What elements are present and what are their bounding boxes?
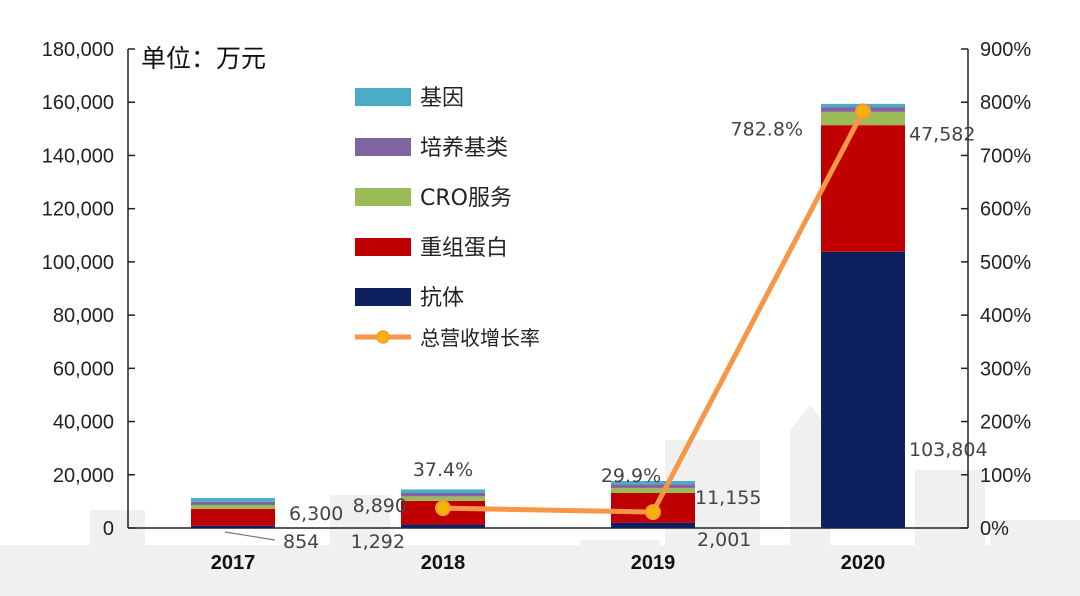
bar-segment-2017-CRO服务 xyxy=(191,504,275,509)
y-tick-label: 120,000 xyxy=(42,199,114,221)
y2-tick-label: 400% xyxy=(980,305,1031,327)
bar-segment-2020-重组蛋白 xyxy=(821,125,905,252)
x-tick-label: 2020 xyxy=(841,552,886,574)
legend-marker xyxy=(376,330,390,344)
y2-tick-label: 300% xyxy=(980,358,1031,380)
legend-swatch xyxy=(355,138,411,156)
x-ticks: 2017 2018 2019 2020 xyxy=(211,552,886,574)
x-tick-label: 2018 xyxy=(421,552,466,574)
stacked-bars xyxy=(191,103,905,528)
bar-segment-2018-基因 xyxy=(401,489,485,493)
y2-tick-label: 500% xyxy=(980,252,1031,274)
data-labels: 6,300 854 8,890 1,292 11,155 2,001 47,582 103,8… xyxy=(224,118,988,553)
legend-label: 基因 xyxy=(420,86,464,111)
bar-segment-2019-CRO服务 xyxy=(611,487,695,493)
y-tick-label: 180,000 xyxy=(42,39,114,61)
bar-segment-2019-抗体 xyxy=(611,522,695,528)
y2-tick-label: 800% xyxy=(980,92,1031,114)
growth-line xyxy=(435,103,871,521)
y-ticks-right: 0% 100% 200% 300% 400% 500% 600% 700% 800% 900% xyxy=(961,39,1031,540)
legend-label: CRO服务 xyxy=(420,186,512,211)
bar-segment-2019-培养基类 xyxy=(611,484,695,488)
bar-segment-2017-基因 xyxy=(191,498,275,502)
y2-tick-label: 200% xyxy=(980,412,1031,434)
legend-swatch xyxy=(355,88,411,106)
y-ticks-left: 0 20,000 40,000 60,000 80,000 100,000 120,000 1… xyxy=(42,39,135,540)
growth-point xyxy=(855,103,871,120)
legend-label: 总营收增长率 xyxy=(420,326,540,350)
y2-tick-label: 100% xyxy=(980,465,1031,487)
data-label: 8,890 xyxy=(353,495,407,517)
data-label: 2,001 xyxy=(697,529,751,551)
bar-segment-2018-CRO服务 xyxy=(401,496,485,501)
bar-segment-2017-抗体 xyxy=(191,525,275,528)
y-tick-label: 100,000 xyxy=(42,252,114,274)
y-tick-label: 80,000 xyxy=(53,305,114,327)
growth-point xyxy=(645,504,661,521)
bar-segment-2018-培养基类 xyxy=(401,492,485,497)
y-tick-label: 160,000 xyxy=(42,92,114,114)
data-label: 6,300 xyxy=(289,503,343,525)
legend-swatch xyxy=(355,288,411,306)
y2-tick-label: 900% xyxy=(980,39,1031,61)
legend-label: 抗体 xyxy=(420,286,464,311)
growth-label: 37.4% xyxy=(413,459,473,481)
y-tick-label: 40,000 xyxy=(53,412,114,434)
data-label: 854 xyxy=(283,531,319,553)
bar-segment-2019-基因 xyxy=(611,481,695,485)
data-label: 103,804 xyxy=(909,439,988,461)
growth-label: 782.8% xyxy=(731,118,803,140)
legend-swatch xyxy=(355,238,411,256)
y2-tick-label: 0% xyxy=(980,518,1009,540)
data-label: 1,292 xyxy=(351,531,405,553)
x-tick-label: 2017 xyxy=(211,552,256,574)
background-watermark xyxy=(0,405,1080,596)
growth-label: 29.9% xyxy=(601,465,661,487)
y-tick-label: 140,000 xyxy=(42,145,114,167)
y-tick-label: 60,000 xyxy=(53,358,114,380)
y-tick-label: 20,000 xyxy=(53,465,114,487)
growth-point xyxy=(435,500,451,517)
legend-label: 重组蛋白 xyxy=(420,236,508,261)
bar-segment-2018-抗体 xyxy=(401,524,485,528)
data-label: 47,582 xyxy=(909,123,975,145)
bar-segment-2017-重组蛋白 xyxy=(191,508,275,526)
unit-label: 单位：万元 xyxy=(141,44,266,73)
legend-swatch xyxy=(355,188,411,206)
data-label: 11,155 xyxy=(695,487,761,509)
leader-line xyxy=(224,531,276,541)
y2-tick-label: 700% xyxy=(980,145,1031,167)
bar-segment-2017-培养基类 xyxy=(191,501,275,505)
legend-label: 培养基类 xyxy=(420,136,508,161)
y2-tick-label: 600% xyxy=(980,199,1031,221)
y-tick-label: 0 xyxy=(103,518,114,540)
x-tick-label: 2019 xyxy=(631,552,676,574)
bar-segment-2020-抗体 xyxy=(821,251,905,528)
